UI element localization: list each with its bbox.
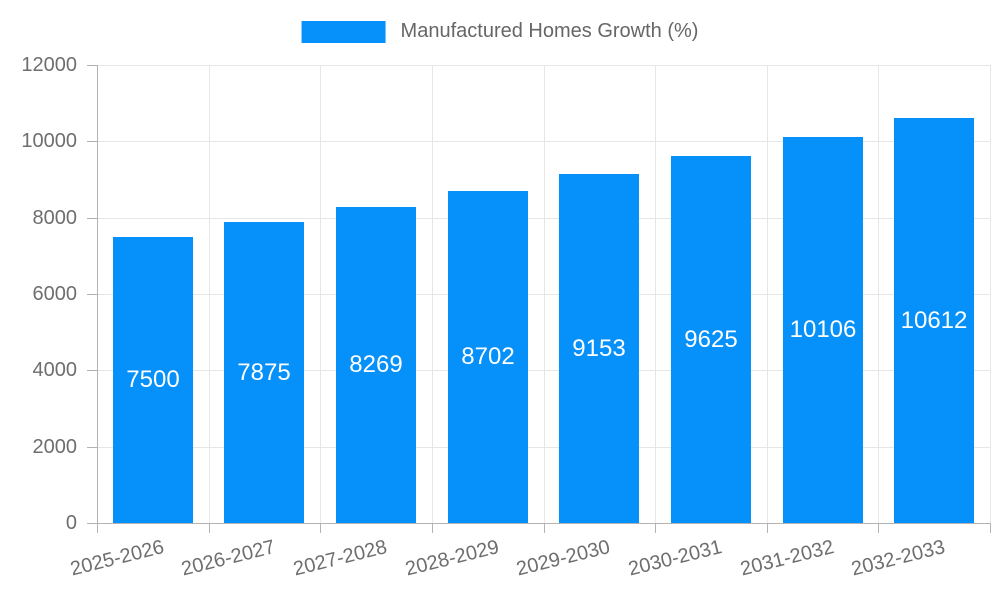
bar-value-label: 7875 [237, 358, 291, 386]
bar-value-label: 7500 [126, 366, 180, 393]
bar-value-label: 9625 [684, 325, 738, 353]
y-gridline [97, 370, 990, 371]
bar[interactable]: 10106 [783, 137, 863, 523]
x-tick-mark [320, 523, 321, 533]
x-gridline [767, 65, 768, 523]
x-tick-mark [544, 523, 545, 533]
bar-value-label: 8702 [461, 343, 515, 370]
bar[interactable]: 9153 [559, 174, 639, 523]
y-tick-label: 12000 [21, 54, 77, 76]
x-tick-label: 2027-2028 [291, 536, 390, 581]
y-axis-line [97, 65, 98, 523]
x-tick-label: 2032-2033 [849, 536, 948, 581]
bar[interactable]: 8269 [336, 207, 416, 523]
bar[interactable]: 7875 [224, 222, 304, 523]
x-gridline [990, 65, 991, 523]
y-tick-mark [87, 447, 97, 448]
x-tick-mark [990, 523, 991, 533]
x-tick-label: 2031-2032 [738, 536, 837, 581]
x-tick-mark [655, 523, 656, 533]
x-tick-label: 2025-2026 [68, 536, 167, 581]
bar[interactable]: 9625 [671, 156, 751, 523]
y-gridline [97, 218, 990, 219]
y-gridline [97, 141, 990, 142]
x-gridline [544, 65, 545, 523]
y-gridline [97, 65, 990, 66]
x-gridline [209, 65, 210, 523]
bar[interactable]: 10612 [894, 118, 974, 523]
y-tick-label: 8000 [32, 207, 78, 229]
y-tick-label: 2000 [32, 436, 78, 458]
y-tick-label: 6000 [32, 283, 78, 305]
x-tick-label: 2029-2030 [514, 536, 613, 581]
y-tick-mark [87, 218, 97, 219]
x-tick-mark [97, 523, 98, 533]
legend[interactable]: Manufactured Homes Growth (%) [301, 20, 699, 43]
x-gridline [878, 65, 879, 523]
legend-label: Manufactured Homes Growth (%) [400, 20, 699, 42]
bar[interactable]: 8702 [448, 191, 528, 523]
x-gridline [432, 65, 433, 523]
y-gridline [97, 447, 990, 448]
y-gridline [97, 294, 990, 295]
x-tick-label: 2030-2031 [626, 536, 725, 581]
y-tick-label: 4000 [32, 359, 78, 381]
bar[interactable]: 7500 [113, 237, 193, 523]
y-tick-label: 0 [65, 512, 77, 534]
x-tick-mark [432, 523, 433, 533]
bar-value-label: 8269 [349, 351, 403, 378]
y-tick-mark [87, 65, 97, 66]
bar-value-label: 10612 [900, 306, 968, 334]
legend-swatch-icon [301, 20, 386, 43]
x-tick-mark [767, 523, 768, 533]
y-tick-label: 10000 [21, 130, 77, 152]
y-tick-mark [87, 523, 97, 524]
x-tick-mark [209, 523, 210, 533]
bar-value-label: 9153 [572, 334, 626, 362]
x-tick-label: 2028-2029 [403, 536, 502, 581]
y-tick-mark [87, 370, 97, 371]
x-gridline [320, 65, 321, 523]
x-gridline [655, 65, 656, 523]
bar-value-label: 10106 [789, 316, 857, 343]
x-tick-label: 2026-2027 [179, 536, 278, 581]
x-tick-mark [878, 523, 879, 533]
x-axis-line [97, 523, 990, 524]
y-tick-mark [87, 141, 97, 142]
y-tick-mark [87, 294, 97, 295]
